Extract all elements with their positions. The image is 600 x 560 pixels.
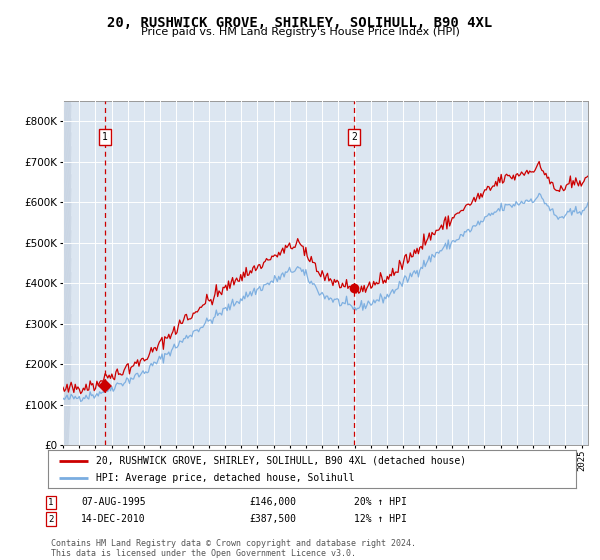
Text: 14-DEC-2010: 14-DEC-2010 [81,514,146,524]
Text: 07-AUG-1995: 07-AUG-1995 [81,497,146,507]
Text: 1: 1 [49,498,53,507]
Text: 1: 1 [102,132,108,142]
Text: 20, RUSHWICK GROVE, SHIRLEY, SOLIHULL, B90 4XL: 20, RUSHWICK GROVE, SHIRLEY, SOLIHULL, B… [107,16,493,30]
Text: HPI: Average price, detached house, Solihull: HPI: Average price, detached house, Soli… [95,473,354,483]
Text: 2: 2 [351,132,357,142]
Text: 20% ↑ HPI: 20% ↑ HPI [354,497,407,507]
Text: Contains HM Land Registry data © Crown copyright and database right 2024.
This d: Contains HM Land Registry data © Crown c… [51,539,416,558]
Text: 2: 2 [49,515,53,524]
Text: 20, RUSHWICK GROVE, SHIRLEY, SOLIHULL, B90 4XL (detached house): 20, RUSHWICK GROVE, SHIRLEY, SOLIHULL, B… [95,455,466,465]
Text: £146,000: £146,000 [249,497,296,507]
Text: 12% ↑ HPI: 12% ↑ HPI [354,514,407,524]
Text: Price paid vs. HM Land Registry's House Price Index (HPI): Price paid vs. HM Land Registry's House … [140,27,460,37]
Text: £387,500: £387,500 [249,514,296,524]
